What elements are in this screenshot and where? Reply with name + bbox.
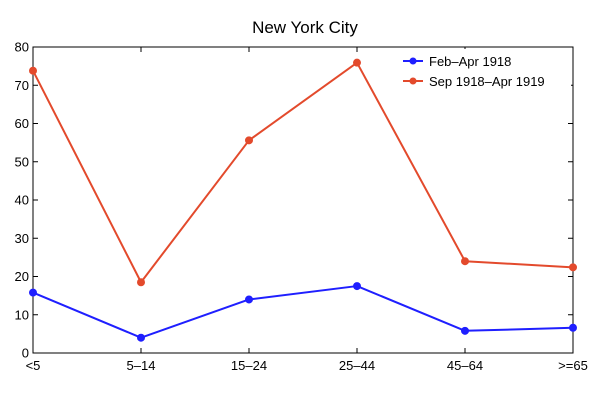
data-point	[353, 282, 361, 291]
data-point	[137, 333, 145, 342]
data-point	[461, 257, 469, 266]
legend: Feb–Apr 1918 Sep 1918–Apr 1919	[394, 49, 571, 95]
x-tick-label: 25–44	[339, 358, 375, 373]
legend-swatch-marker-2	[409, 77, 417, 85]
data-point	[353, 58, 361, 67]
x-tick-label: <5	[26, 358, 41, 373]
y-tick-label: 0	[22, 346, 29, 361]
y-tick-label: 40	[15, 193, 29, 208]
data-point	[569, 323, 577, 332]
y-tick-label: 10	[15, 307, 29, 322]
y-tick-label: 20	[15, 269, 29, 284]
x-tick-label: 5–14	[127, 358, 156, 373]
data-point	[29, 66, 37, 75]
legend-label-2: Sep 1918–Apr 1919	[429, 74, 545, 89]
data-point	[137, 278, 145, 287]
y-tick-label: 80	[15, 40, 29, 55]
y-tick-label: 70	[15, 78, 29, 93]
y-axis: 0 10 20 30 40 50 60 70 80	[15, 40, 573, 361]
chart-title: New York City	[252, 18, 358, 37]
data-point	[569, 263, 577, 272]
y-tick-label: 50	[15, 154, 29, 169]
data-point	[245, 295, 253, 304]
x-tick-label: 15–24	[231, 358, 267, 373]
data-point	[461, 326, 469, 335]
legend-swatch-marker-1	[409, 57, 417, 65]
series-line-2	[32, 61, 574, 284]
legend-box	[394, 49, 571, 95]
x-axis: <5 5–14 15–24 25–44 45–64 >=65	[26, 47, 588, 373]
legend-label-1: Feb–Apr 1918	[429, 54, 511, 69]
y-tick-label: 60	[15, 116, 29, 131]
series-layer	[29, 58, 577, 342]
data-point	[29, 288, 37, 297]
x-tick-label: 45–64	[447, 358, 483, 373]
x-tick-label: >=65	[558, 358, 588, 373]
data-point	[245, 136, 253, 145]
y-tick-label: 30	[15, 231, 29, 246]
series-line-1	[32, 285, 574, 339]
